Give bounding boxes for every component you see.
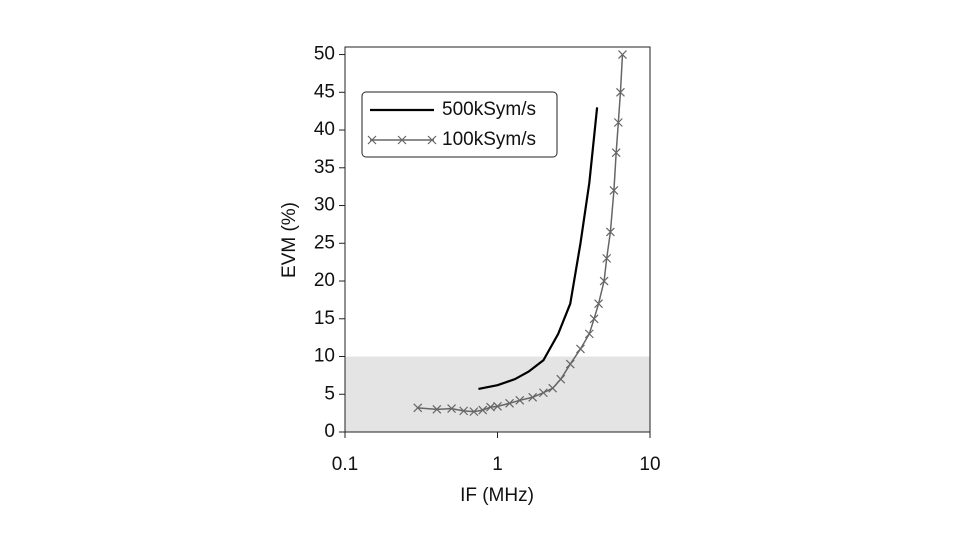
marker bbox=[556, 374, 566, 384]
shaded-region bbox=[345, 356, 650, 432]
marker bbox=[493, 401, 502, 411]
x-tick-label: 0.1 bbox=[332, 454, 358, 475]
series-line bbox=[478, 107, 599, 391]
marker bbox=[594, 299, 603, 309]
marker bbox=[486, 402, 495, 412]
marker bbox=[447, 404, 457, 414]
marker bbox=[576, 344, 585, 354]
marker bbox=[613, 118, 623, 127]
marker bbox=[605, 227, 615, 237]
y-tick-label: 40 bbox=[314, 119, 335, 140]
y-axis-label: EVM (%) bbox=[279, 202, 300, 278]
y-tick-label: 35 bbox=[314, 157, 335, 178]
y-tick-label: 15 bbox=[314, 308, 335, 329]
marker bbox=[432, 404, 442, 414]
y-tick-label: 20 bbox=[314, 270, 335, 291]
marker bbox=[589, 314, 599, 324]
y-tick-label: 10 bbox=[314, 346, 335, 367]
x-axis-label: IF (MHz) bbox=[460, 485, 534, 506]
marker bbox=[609, 186, 619, 195]
marker bbox=[538, 388, 548, 398]
y-tick-label: 5 bbox=[324, 383, 335, 404]
marker bbox=[459, 406, 469, 416]
x-tick-label: 10 bbox=[639, 454, 660, 475]
legend-label: 500kSym/s bbox=[442, 99, 536, 120]
legend-marker bbox=[427, 135, 437, 145]
y-tick-label: 25 bbox=[314, 232, 335, 253]
marker bbox=[565, 359, 575, 369]
marker bbox=[599, 276, 609, 286]
legend-marker bbox=[397, 135, 407, 145]
marker bbox=[413, 403, 423, 413]
y-tick-label: 30 bbox=[314, 195, 335, 216]
marker bbox=[478, 405, 488, 415]
legend-marker bbox=[367, 135, 377, 145]
marker bbox=[469, 407, 479, 417]
legend-label: 100kSym/s bbox=[442, 129, 536, 150]
marker bbox=[602, 253, 612, 263]
marker bbox=[584, 329, 594, 339]
marker bbox=[505, 398, 514, 408]
marker bbox=[528, 392, 538, 402]
y-tick-label: 45 bbox=[314, 81, 335, 102]
y-tick-label: 50 bbox=[314, 44, 335, 65]
y-tick-label: 0 bbox=[324, 421, 335, 442]
marker bbox=[618, 50, 627, 59]
marker bbox=[611, 148, 621, 158]
marker bbox=[515, 395, 525, 405]
marker bbox=[548, 383, 558, 393]
marker bbox=[616, 87, 625, 97]
x-tick-label: 1 bbox=[492, 454, 503, 475]
